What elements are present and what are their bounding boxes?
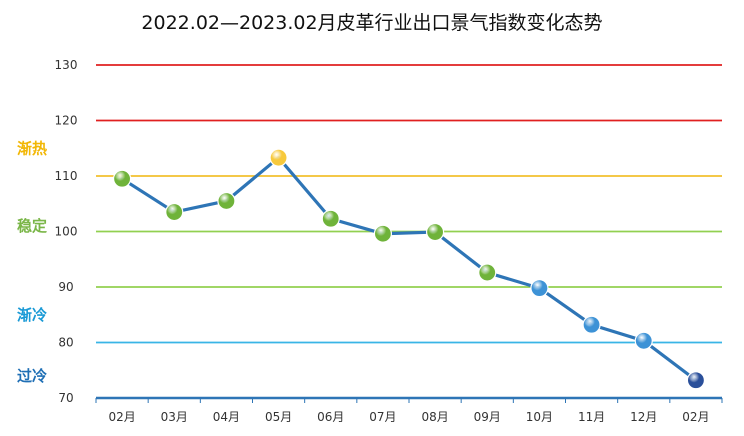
y-tick-label: 120 bbox=[55, 114, 78, 128]
x-tick-label: 03月 bbox=[161, 410, 188, 424]
x-tick-label: 08月 bbox=[421, 410, 448, 424]
x-tick-label: 10月 bbox=[526, 410, 553, 424]
data-point bbox=[582, 315, 601, 334]
zone-label: 过冷 bbox=[17, 367, 47, 385]
x-tick-label: 02月 bbox=[682, 410, 709, 424]
zone-label: 渐热 bbox=[17, 139, 47, 157]
data-point bbox=[634, 331, 653, 350]
x-tick-label: 04月 bbox=[213, 410, 240, 424]
data-point bbox=[269, 148, 288, 167]
data-point bbox=[425, 222, 445, 242]
series-line bbox=[120, 156, 698, 382]
data-point bbox=[112, 169, 132, 188]
series-line-group bbox=[120, 156, 698, 382]
zone-label: 渐冷 bbox=[17, 306, 47, 324]
y-tick-label: 100 bbox=[55, 225, 78, 239]
data-point bbox=[217, 191, 236, 211]
x-axis: 02月 03月 04月 05月 06月 07月 08月 09月 10月 11月 12月 02月 bbox=[95, 398, 723, 424]
data-point bbox=[165, 202, 184, 222]
y-tick-label: 110 bbox=[55, 169, 78, 183]
x-tick-label: 09月 bbox=[474, 410, 501, 424]
data-point bbox=[478, 263, 497, 282]
x-tick-label: 06月 bbox=[317, 410, 344, 424]
y-tick-label: 90 bbox=[58, 280, 73, 294]
data-point bbox=[530, 279, 549, 298]
y-tick-label: 80 bbox=[58, 336, 73, 350]
data-points bbox=[112, 148, 706, 390]
y-tick-label: 130 bbox=[55, 58, 78, 72]
data-point bbox=[686, 371, 706, 390]
x-tick-label: 02月 bbox=[108, 410, 135, 424]
x-tick-label: 07月 bbox=[369, 410, 396, 424]
x-tick-label: 11月 bbox=[578, 410, 605, 424]
x-tick-label: 05月 bbox=[265, 410, 292, 424]
chart-title: 2022.02—2023.02月皮革行业出口景气指数变化态势 bbox=[141, 12, 602, 34]
data-point bbox=[321, 209, 340, 228]
x-tick-label: 12月 bbox=[630, 410, 657, 424]
y-axis: 70 80 90 100 110 120 130 bbox=[55, 58, 78, 405]
zone-label: 稳定 bbox=[17, 217, 47, 235]
y-tick-label: 70 bbox=[58, 391, 73, 405]
data-point bbox=[373, 224, 393, 243]
